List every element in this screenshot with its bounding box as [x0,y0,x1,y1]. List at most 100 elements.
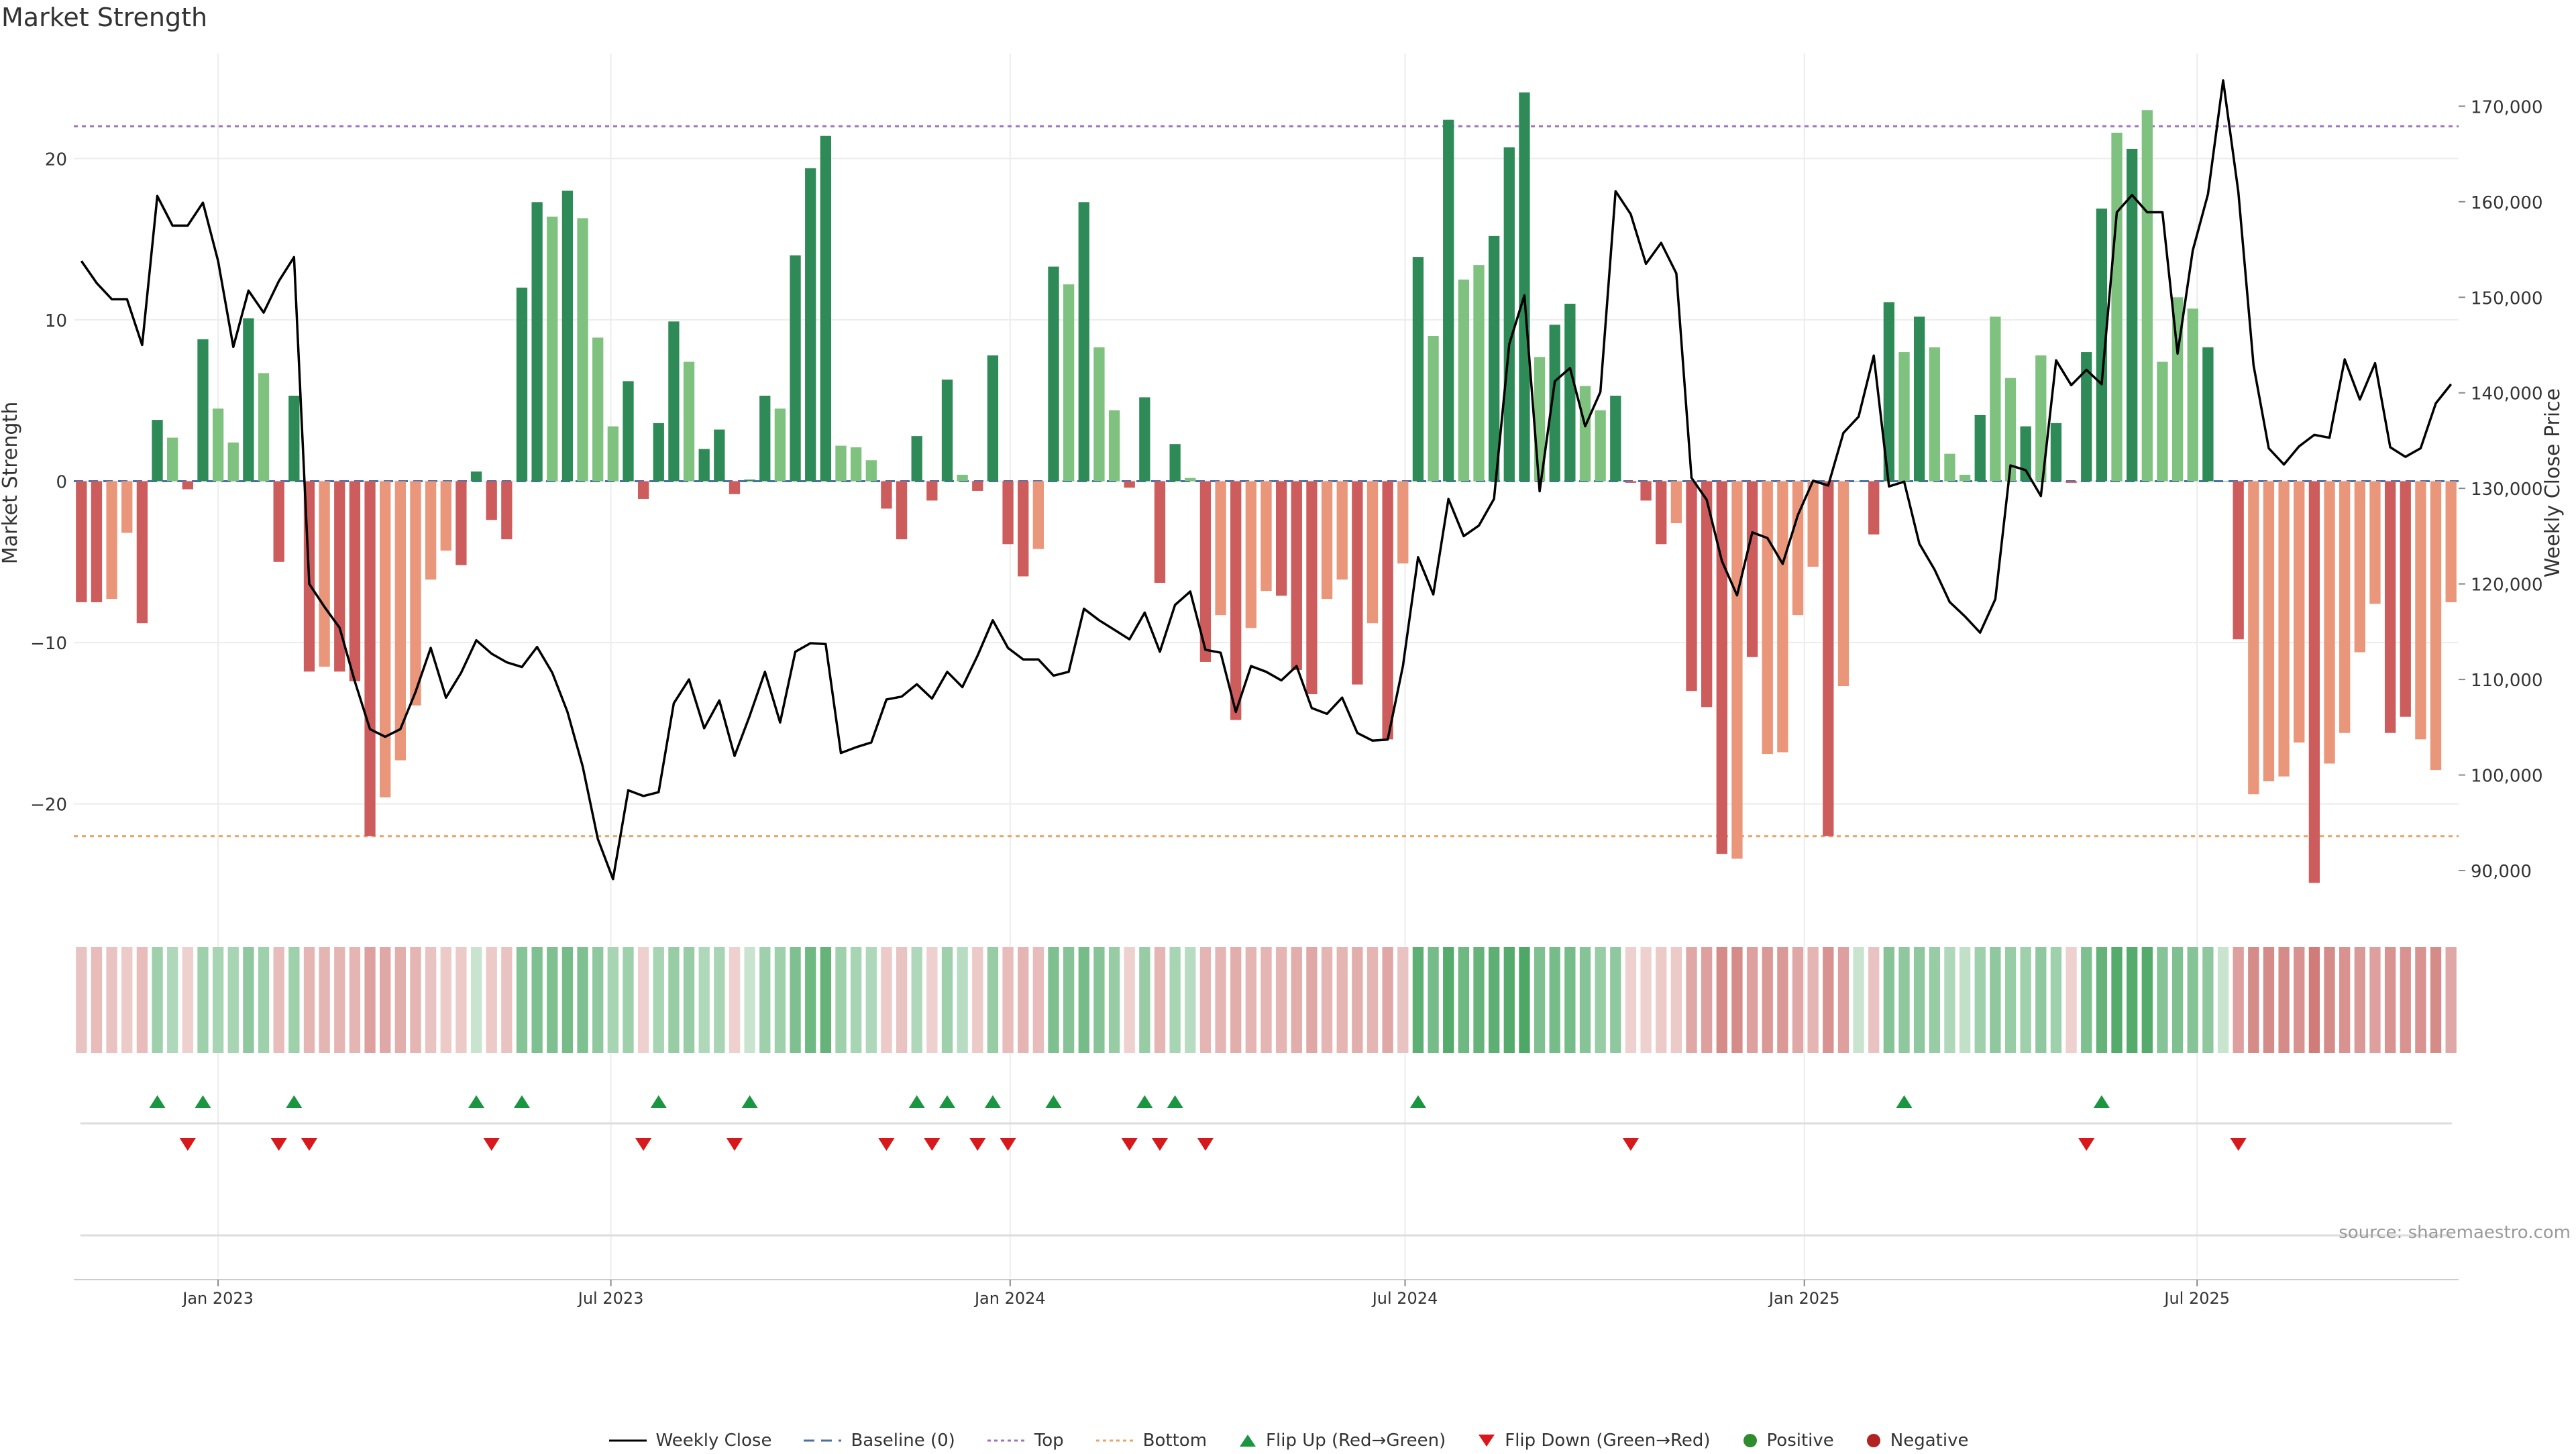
heat-band-cell [683,947,695,1053]
legend-item-weekly-close: Weekly Close [608,1431,771,1451]
strength-bar [516,287,528,482]
flip-up-marker [1896,1095,1913,1108]
strength-bar [1503,147,1515,482]
strength-bar [501,481,513,540]
strength-bar [2400,481,2411,717]
heat-band-cell [1321,947,1333,1053]
heat-band-cell [729,947,741,1053]
strength-bar [1929,347,1940,482]
strength-bar [1701,481,1713,708]
heat-band-cell [1185,947,1196,1053]
strength-bar [744,480,755,482]
heat-band-cell [2217,947,2229,1053]
heat-band-cell [1032,947,1044,1053]
strength-bar [1458,279,1470,482]
flip-down-marker [1121,1138,1138,1151]
strength-bar [1868,481,1880,535]
strength-bar [1185,478,1196,482]
heat-band-cell [2415,947,2426,1053]
strength-bar [182,481,193,490]
heat-band-cell [1716,947,1727,1053]
legend-dash-swatch [804,1439,842,1442]
heat-band-cell [380,947,391,1053]
heat-band-cell [1352,947,1363,1053]
heat-band-cell [820,947,831,1053]
heat-band-cell [394,947,406,1053]
strength-bar [1124,481,1135,488]
heat-band-cell [1731,947,1743,1053]
heat-band-cell [152,947,163,1053]
heat-band-cell [1929,947,1940,1053]
strength-bar [1974,414,1986,482]
heat-band-cell [957,947,968,1053]
strength-bar [2127,148,2138,482]
strength-bar [2445,481,2457,602]
heat-band-cell [455,947,467,1053]
strength-bar [577,218,588,482]
heat-band-cell [2233,947,2244,1053]
strength-bar [637,481,649,499]
flip-up-marker [1409,1095,1426,1108]
strength-bar [911,436,922,482]
y-tick-label: −10 [30,634,67,654]
heat-band-cell [1291,947,1302,1053]
flip-up-marker [908,1095,925,1108]
heat-band-cell [136,947,148,1053]
strength-bar [607,426,619,482]
heat-band-cell [1762,947,1773,1053]
strength-bar [2096,208,2108,482]
strength-bar [623,381,634,482]
strength-bar [91,481,103,602]
heat-band-cell [1215,947,1226,1053]
strength-bar [1777,481,1788,752]
strength-bar [1018,481,1029,577]
heat-band-cell [805,947,816,1053]
heat-band-cell [698,947,710,1053]
strength-bar [1898,352,1910,482]
heat-band-cell [1944,947,1955,1053]
heat-band-cell [1777,947,1788,1053]
heat-band-cell [987,947,999,1053]
flip-up-marker [984,1095,1001,1108]
strength-bar [1352,481,1363,685]
strength-bar [470,471,482,482]
strength-bar [1032,481,1044,549]
heat-band-cell [2354,947,2365,1053]
strength-bar [1883,302,1895,482]
x-tick-label: Jul 2024 [1371,1289,1438,1308]
strength-bar [227,442,239,482]
flip-down-marker [878,1138,895,1151]
strength-bar [1199,481,1212,662]
flip-up-marker [741,1095,758,1108]
heat-band-cell [91,947,103,1053]
strength-bar [1321,481,1333,600]
heat-band-cell [1579,947,1591,1053]
heat-band-cell [1564,947,1576,1053]
heat-band-cell [1230,947,1242,1053]
legend-dotted-swatch [1095,1439,1134,1442]
strength-bar [76,481,87,602]
flip-up-marker [938,1095,955,1108]
strength-bar [698,449,710,482]
x-axis: Jan 2023 Jul 2023 Jan 2024 Jul 2024 Jan 2025… [74,1279,2459,1308]
legend-item-top: Top [986,1431,1064,1451]
heat-band-cell [2171,947,2184,1053]
legend-label: Top [1034,1431,1064,1451]
heat-band-cell [1534,947,1546,1053]
heat-band-cell [1488,947,1500,1053]
flip-down-marker [635,1138,652,1151]
flip-down-marker [969,1138,986,1151]
strength-bar [212,408,224,482]
heat-band-cell [1002,947,1014,1053]
strength-bar [531,202,543,482]
strength-bar [1412,257,1424,482]
strength-bar [2233,481,2244,640]
heat-band-cell [197,947,209,1053]
flip-down-marker [179,1138,196,1151]
strength-bar [2278,481,2290,777]
heat-band-cell [1883,947,1895,1053]
heat-band-cell [637,947,649,1053]
heat-band-cell [516,947,528,1053]
heat-band-cell [2050,947,2062,1053]
strength-bar [121,481,133,533]
